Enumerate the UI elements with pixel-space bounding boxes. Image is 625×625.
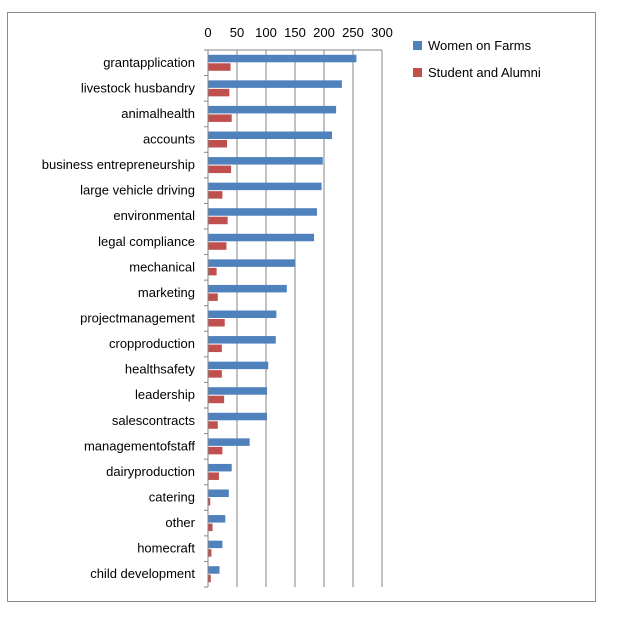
bar-women-on-farms-salescontracts — [208, 412, 268, 421]
x-tick-labels: 0 50 100 150 200 250 300 — [204, 25, 392, 40]
legend-swatch-women-on-farms — [413, 41, 422, 50]
bar-student-and-alumni-grantapplication — [208, 63, 231, 71]
category-label-cropproduction: cropproduction — [109, 336, 195, 351]
bar-women-on-farms-mechanical — [208, 259, 296, 267]
bar-women-on-farms-child-development — [208, 566, 220, 574]
bar-women-on-farms-healthsafety — [208, 361, 269, 370]
x-tick-label: 200 — [313, 25, 335, 40]
bar-student-and-alumni-environmental — [208, 216, 228, 225]
gridlines — [207, 50, 383, 587]
category-label-salescontracts: salescontracts — [112, 413, 196, 428]
axes — [204, 49, 382, 588]
bar-student-and-alumni-child-development — [208, 574, 211, 583]
category-label-livestock-husbandry: livestock husbandry — [81, 80, 196, 95]
category-label-accounts: accounts — [143, 132, 196, 147]
legend-swatch-student-and-alumni — [413, 68, 422, 77]
bar-student-and-alumni-healthsafety — [208, 370, 222, 378]
bar-women-on-farms-dairyproduction — [208, 463, 232, 472]
bar-women-on-farms-managementofstaff — [208, 438, 250, 446]
category-label-homecraft: homecraft — [137, 541, 195, 556]
bar-women-on-farms-large-vehicle-driving — [208, 182, 322, 191]
bar-student-and-alumni-managementofstaff — [208, 446, 223, 455]
bar-student-and-alumni-leadership — [208, 395, 225, 404]
bar-women-on-farms-livestock-husbandry — [208, 80, 342, 88]
bar-women-on-farms-homecraft — [208, 540, 223, 549]
legend: Women on Farms Student and Alumni — [413, 38, 541, 80]
category-label-business-entrepreneurship: business entrepreneurship — [42, 157, 195, 172]
bar-student-and-alumni-livestock-husbandry — [208, 88, 230, 97]
bar-women-on-farms-accounts — [208, 131, 333, 139]
category-labels: grantapplication livestock husbandry anima… — [42, 55, 196, 581]
bar-student-and-alumni-business-entrepreneurship — [208, 165, 232, 174]
category-label-legal-compliance: legal compliance — [98, 234, 195, 249]
category-label-other: other — [165, 515, 195, 530]
bar-student-and-alumni-salescontracts — [208, 421, 218, 429]
bars — [208, 54, 357, 583]
x-tick-label: 250 — [342, 25, 364, 40]
category-label-large-vehicle-driving: large vehicle driving — [80, 183, 195, 198]
bar-student-and-alumni-animalhealth — [208, 114, 232, 122]
bar-student-and-alumni-other — [208, 523, 213, 532]
category-label-grantapplication: grantapplication — [103, 55, 195, 70]
bar-women-on-farms-cropproduction — [208, 336, 276, 344]
bar-women-on-farms-other — [208, 515, 226, 523]
category-label-animalhealth: animalhealth — [121, 106, 195, 121]
category-label-leadership: leadership — [135, 387, 195, 402]
legend-label-women-on-farms: Women on Farms — [428, 38, 532, 53]
legend-label-student-and-alumni: Student and Alumni — [428, 65, 541, 80]
category-label-catering: catering — [149, 490, 195, 505]
category-label-projectmanagement: projectmanagement — [80, 311, 195, 326]
category-label-marketing: marketing — [138, 285, 195, 300]
category-label-environmental: environmental — [113, 208, 195, 223]
x-tick-label: 100 — [255, 25, 277, 40]
bar-student-and-alumni-catering — [208, 498, 211, 506]
bar-women-on-farms-business-entrepreneurship — [208, 157, 323, 165]
category-label-dairyproduction: dairyproduction — [106, 464, 195, 479]
bar-women-on-farms-marketing — [208, 284, 287, 293]
bar-women-on-farms-projectmanagement — [208, 310, 277, 318]
bar-student-and-alumni-cropproduction — [208, 344, 222, 353]
category-label-healthsafety: healthsafety — [125, 362, 196, 377]
x-tick-label: 150 — [284, 25, 306, 40]
bar-women-on-farms-animalhealth — [208, 105, 337, 114]
bar-student-and-alumni-large-vehicle-driving — [208, 191, 223, 199]
bar-student-and-alumni-marketing — [208, 293, 218, 301]
bar-women-on-farms-catering — [208, 489, 229, 497]
x-tick-label: 50 — [230, 25, 244, 40]
category-label-mechanical: mechanical — [129, 259, 195, 274]
bar-student-and-alumni-dairyproduction — [208, 472, 219, 480]
bar-women-on-farms-legal-compliance — [208, 233, 315, 242]
category-label-child-development: child development — [90, 566, 195, 581]
bar-student-and-alumni-projectmanagement — [208, 319, 225, 327]
category-label-managementofstaff: managementofstaff — [84, 438, 195, 453]
bar-women-on-farms-leadership — [208, 387, 268, 395]
x-tick-label: 0 — [204, 25, 211, 40]
x-tick-label: 300 — [371, 25, 393, 40]
bar-student-and-alumni-mechanical — [208, 267, 217, 276]
bar-women-on-farms-environmental — [208, 208, 317, 216]
bar-women-on-farms-grantapplication — [208, 54, 357, 63]
bar-student-and-alumni-homecraft — [208, 549, 212, 557]
bar-student-and-alumni-legal-compliance — [208, 242, 227, 250]
bar-student-and-alumni-accounts — [208, 140, 228, 148]
